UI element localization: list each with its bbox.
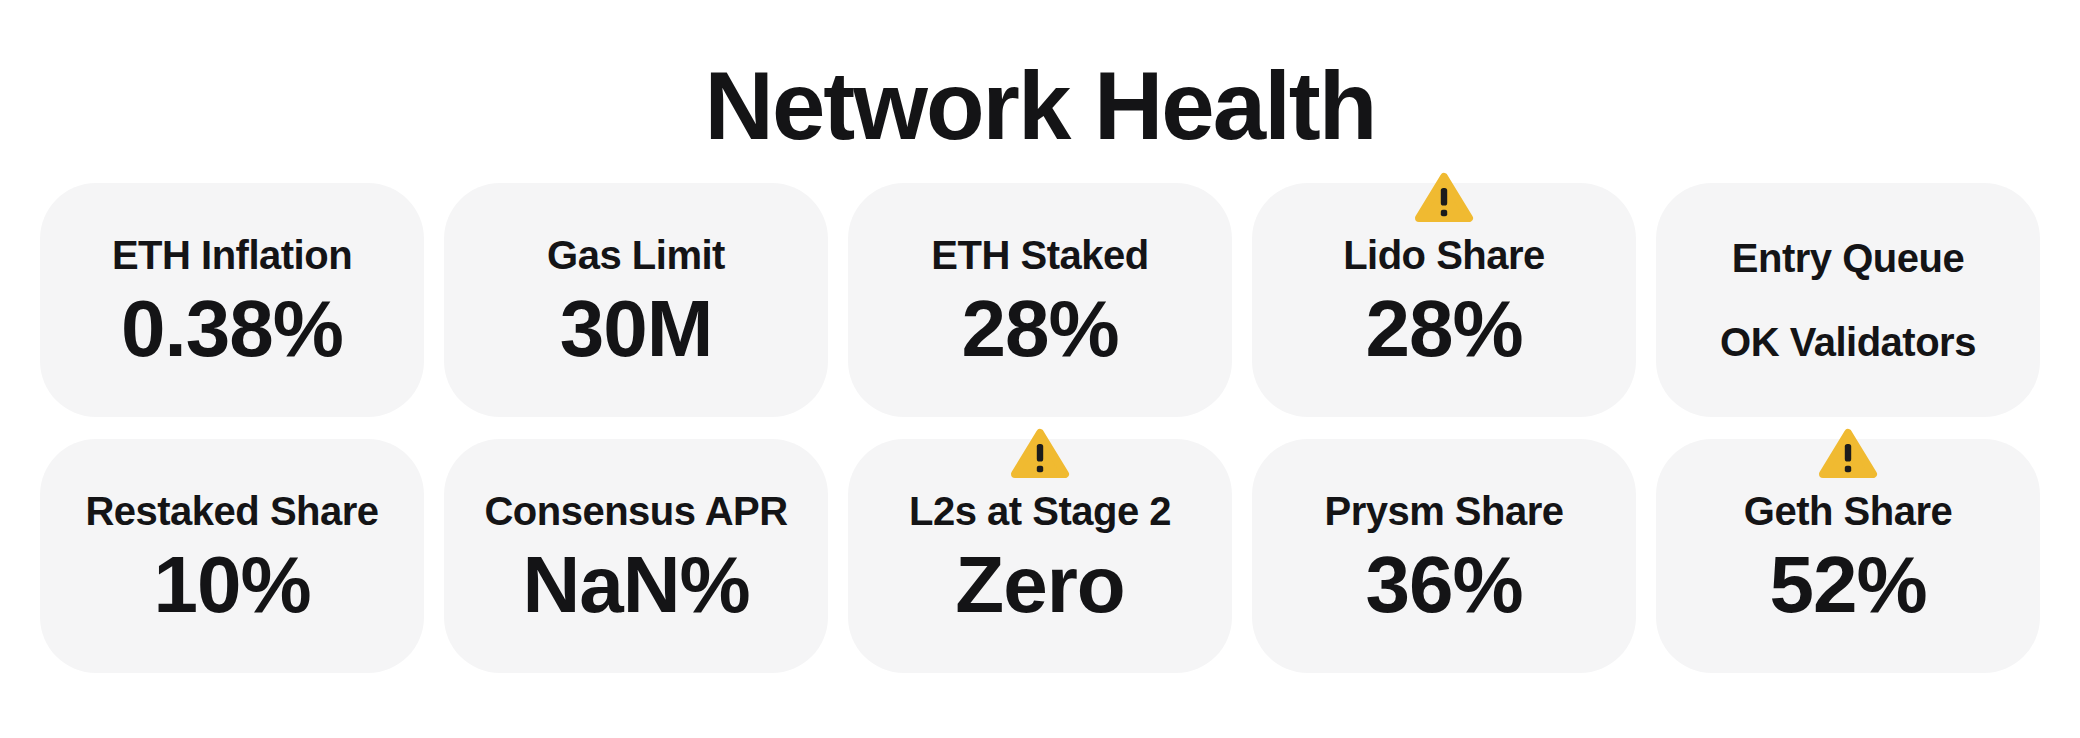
metric-value: OK Validators	[1720, 318, 1976, 366]
metric-value: 10%	[153, 545, 310, 625]
warning-triangle-icon	[1010, 427, 1070, 480]
metric-value: 52%	[1769, 545, 1926, 625]
metric-card: Lido Share 28%	[1252, 183, 1636, 417]
metric-card: Entry Queue OK Validators	[1656, 183, 2040, 417]
metric-label: Gas Limit	[547, 231, 725, 279]
metric-value: 28%	[1365, 289, 1522, 369]
metric-value: 36%	[1365, 545, 1522, 625]
warning-triangle-icon	[1818, 427, 1878, 480]
metric-label: Restaked Share	[85, 487, 378, 535]
metric-label: Entry Queue	[1732, 234, 1964, 282]
metric-card: Gas Limit 30M	[444, 183, 828, 417]
metric-label: ETH Staked	[931, 231, 1148, 279]
network-health-dashboard: Network Health ETH Inflation 0.38% Gas L…	[0, 58, 2080, 673]
metric-value: 30M	[560, 289, 713, 369]
metric-label: Lido Share	[1343, 231, 1545, 279]
metric-label: Geth Share	[1744, 487, 1952, 535]
metric-label: Consensus APR	[484, 487, 787, 535]
metric-card: ETH Inflation 0.38%	[40, 183, 424, 417]
metric-card: ETH Staked 28%	[848, 183, 1232, 417]
metric-card: Prysm Share 36%	[1252, 439, 1636, 673]
metric-card: Consensus APR NaN%	[444, 439, 828, 673]
metric-value: NaN%	[522, 545, 749, 625]
page-title: Network Health	[0, 58, 2080, 154]
metric-label: Prysm Share	[1324, 487, 1563, 535]
metric-card: L2s at Stage 2 Zero	[848, 439, 1232, 673]
metric-value: 0.38%	[121, 289, 343, 369]
metrics-grid: ETH Inflation 0.38% Gas Limit 30M ETH St…	[0, 183, 2080, 673]
metric-card: Geth Share 52%	[1656, 439, 2040, 673]
metric-value: Zero	[955, 545, 1124, 625]
metric-value: 28%	[961, 289, 1118, 369]
metric-label: L2s at Stage 2	[909, 487, 1171, 535]
warning-triangle-icon	[1414, 171, 1474, 224]
metric-label: ETH Inflation	[112, 231, 352, 279]
metric-card: Restaked Share 10%	[40, 439, 424, 673]
